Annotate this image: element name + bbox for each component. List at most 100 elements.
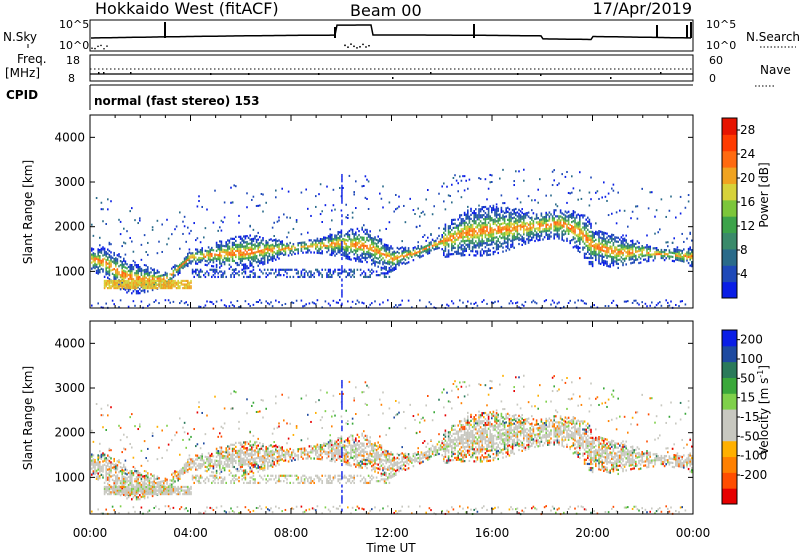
power-point [119, 264, 122, 267]
power-point [484, 234, 487, 237]
power-point [347, 272, 349, 275]
velocity-point [177, 485, 179, 489]
velocity-point [180, 472, 183, 475]
power-point [297, 248, 299, 251]
power-point [127, 305, 130, 308]
power-point [167, 281, 170, 284]
power-point [591, 264, 594, 268]
power-point [535, 227, 538, 230]
power-point [462, 248, 464, 251]
velocity-point [134, 494, 136, 497]
power-point [599, 254, 602, 257]
power-point [129, 278, 131, 281]
power-point [532, 236, 535, 239]
power-point [463, 211, 466, 214]
power-point [353, 193, 355, 196]
velocity-point [132, 489, 135, 492]
velocity-point [124, 480, 127, 483]
power-point [420, 255, 423, 258]
power-point [489, 243, 491, 246]
power-point [281, 252, 283, 255]
power-point [447, 304, 450, 307]
power-point [129, 287, 131, 290]
power-point [614, 238, 616, 241]
power-point [246, 257, 248, 260]
power-point [619, 250, 621, 253]
power-point [457, 236, 459, 239]
power-point [393, 250, 395, 253]
power-point [555, 223, 557, 226]
power-point [654, 215, 656, 218]
power-point [252, 247, 255, 251]
power-point [497, 243, 499, 247]
power-point [108, 279, 111, 283]
power-point [473, 234, 475, 237]
velocity-point [143, 470, 146, 473]
power-point [383, 245, 386, 248]
power-point [447, 255, 450, 258]
velocity-point [108, 476, 111, 479]
power-point [489, 233, 491, 236]
power-point [641, 255, 643, 258]
power-point [487, 235, 490, 238]
power-point [681, 232, 683, 235]
power-point [220, 242, 223, 245]
power-point [460, 240, 463, 243]
power-point [444, 239, 447, 242]
power-point [604, 244, 607, 247]
velocity-point [124, 491, 127, 494]
power-point [203, 253, 205, 256]
power-point [369, 254, 371, 257]
power-point [147, 285, 149, 288]
noise-search-point [344, 44, 346, 47]
velocity-point [110, 467, 112, 470]
power-point [140, 258, 143, 261]
power-point [147, 241, 149, 244]
power-point [107, 270, 109, 273]
power-point [110, 251, 112, 254]
power-point [183, 261, 186, 264]
power-point [371, 239, 373, 242]
power-point [254, 245, 256, 248]
power-point [94, 254, 96, 258]
power-point [151, 226, 154, 229]
power-point [236, 249, 239, 253]
velocity-point [102, 464, 104, 467]
power-point [271, 253, 274, 256]
power-point [563, 305, 565, 308]
power-point [539, 220, 541, 223]
power-point [207, 254, 210, 257]
power-point [431, 246, 434, 249]
power-point [303, 243, 306, 246]
power-point [267, 261, 269, 264]
power-point [132, 290, 135, 293]
power-point [452, 176, 455, 179]
power-point [435, 245, 437, 248]
power-point [612, 233, 615, 237]
power-point [161, 223, 163, 226]
power-point [582, 248, 584, 251]
power-point [555, 225, 557, 228]
power-point [483, 210, 485, 213]
power-point [123, 227, 125, 230]
power-point [646, 250, 648, 253]
power-point [681, 300, 683, 303]
power-point [102, 262, 104, 265]
power-point [267, 268, 269, 271]
power-point [249, 254, 251, 257]
power-point [263, 250, 266, 253]
power-point [430, 232, 432, 235]
power-point [372, 245, 375, 248]
velocity-point [107, 404, 109, 407]
velocity-point [166, 493, 168, 496]
power-point [510, 223, 512, 226]
power-point [238, 214, 240, 217]
power-point [131, 268, 133, 271]
power-point [267, 249, 269, 252]
power-point [609, 253, 611, 256]
velocity-point [108, 461, 111, 465]
power-point [463, 213, 466, 216]
power-point [614, 254, 616, 257]
power-point [454, 230, 456, 233]
power-point [567, 232, 570, 235]
